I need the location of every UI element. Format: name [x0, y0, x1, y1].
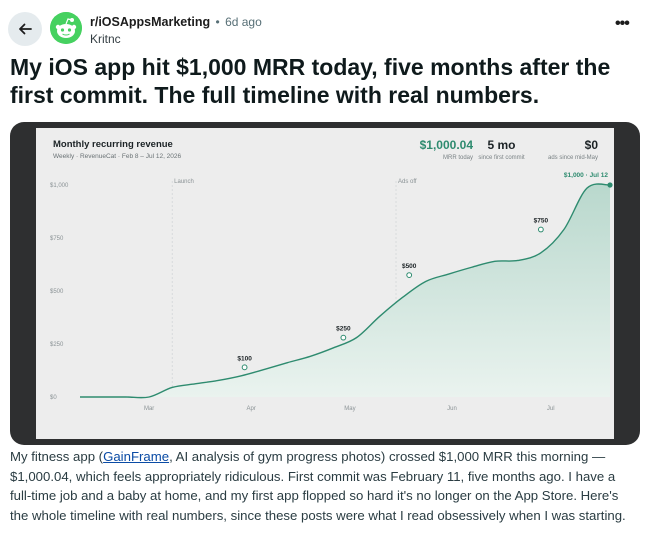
post-meta: r/iOSAppsMarketing • 6d ago Kritnc: [90, 14, 262, 47]
kpi-mrr-label: MRR today: [442, 155, 473, 161]
kpi-ads: $0 ads since mid-May: [534, 138, 598, 161]
mrr-area: [80, 183, 610, 398]
kpi-months: 5 mo since first commit: [474, 138, 529, 161]
post-body-text: , AI analysis of gym progress photos) cr…: [10, 449, 626, 523]
arrow-left-icon: [19, 23, 32, 35]
post-age: 6d ago: [225, 15, 262, 29]
post-title: My iOS app hit $1,000 MRR today, five mo…: [10, 54, 611, 108]
milestone-point: [241, 364, 248, 371]
milestone-point: [406, 272, 413, 279]
kpi-mrr-value: $1,000.04: [419, 138, 473, 152]
milestone-point: [340, 334, 347, 341]
snoo-icon: [50, 12, 82, 44]
x-tick-label: Apr: [247, 406, 256, 412]
y-tick-label: $500: [50, 289, 64, 295]
x-tick-label: Jul: [547, 406, 555, 412]
annotation-label: Launch: [174, 179, 194, 185]
chart-plot: $1,000 $750 $500 $250 $0 Mar Apr May Jun Jul Launc…: [50, 172, 613, 412]
x-tick-label: May: [344, 406, 355, 412]
back-button[interactable]: [8, 12, 42, 46]
y-tick-label: $750: [50, 236, 64, 242]
annotation-label: Ads off: [398, 179, 417, 185]
mrr-chart: Monthly recurring revenue Weekly · Reven…: [36, 128, 614, 439]
chart-subtitle: Weekly · RevenueCat · Feb 8 – Jul 12, 20…: [53, 153, 182, 160]
mrr-line: [80, 183, 611, 399]
post-author[interactable]: Kritnc: [90, 32, 121, 46]
post-body-intro: My fitness app (: [10, 449, 104, 464]
chart-title: Monthly recurring revenue: [53, 139, 173, 150]
milestone-label: $250: [336, 326, 351, 333]
kpi-months-label: since first commit: [478, 155, 525, 161]
milestone-label: $750: [534, 218, 549, 225]
subreddit-name[interactable]: r/iOSAppsMarketing: [90, 15, 211, 29]
milestone-point: [537, 226, 544, 233]
post-body: My fitness app (GainFrame, AI analysis o…: [10, 447, 640, 525]
kpi-months-value: 5 mo: [487, 138, 516, 152]
y-tick-label: $1,000: [50, 183, 69, 189]
post-header: r/iOSAppsMarketing • 6d ago Kritnc •••: [0, 0, 669, 52]
y-tick-label: $250: [50, 342, 64, 348]
milestone-label: $500: [402, 263, 417, 270]
final-point: [607, 182, 613, 188]
final-label: $1,000 · Jul 12: [564, 172, 608, 179]
y-tick-label: $0: [50, 395, 57, 401]
post-image[interactable]: Monthly recurring revenue Weekly · Reven…: [10, 122, 640, 445]
x-tick-label: Jun: [447, 406, 457, 412]
kpi-ads-value: $0: [584, 138, 598, 152]
milestone-label: $100: [237, 355, 252, 362]
more-options-button[interactable]: •••: [615, 16, 633, 32]
gainframe-link[interactable]: GainFrame: [103, 449, 170, 464]
meta-separator: •: [215, 15, 220, 29]
subreddit-avatar[interactable]: [50, 12, 82, 44]
kpi-mrr: $1,000.04 MRR today: [388, 138, 473, 161]
more-options-icon: •••: [615, 15, 630, 32]
kpi-ads-label: ads since mid-May: [547, 155, 598, 161]
x-tick-label: Mar: [144, 406, 154, 412]
